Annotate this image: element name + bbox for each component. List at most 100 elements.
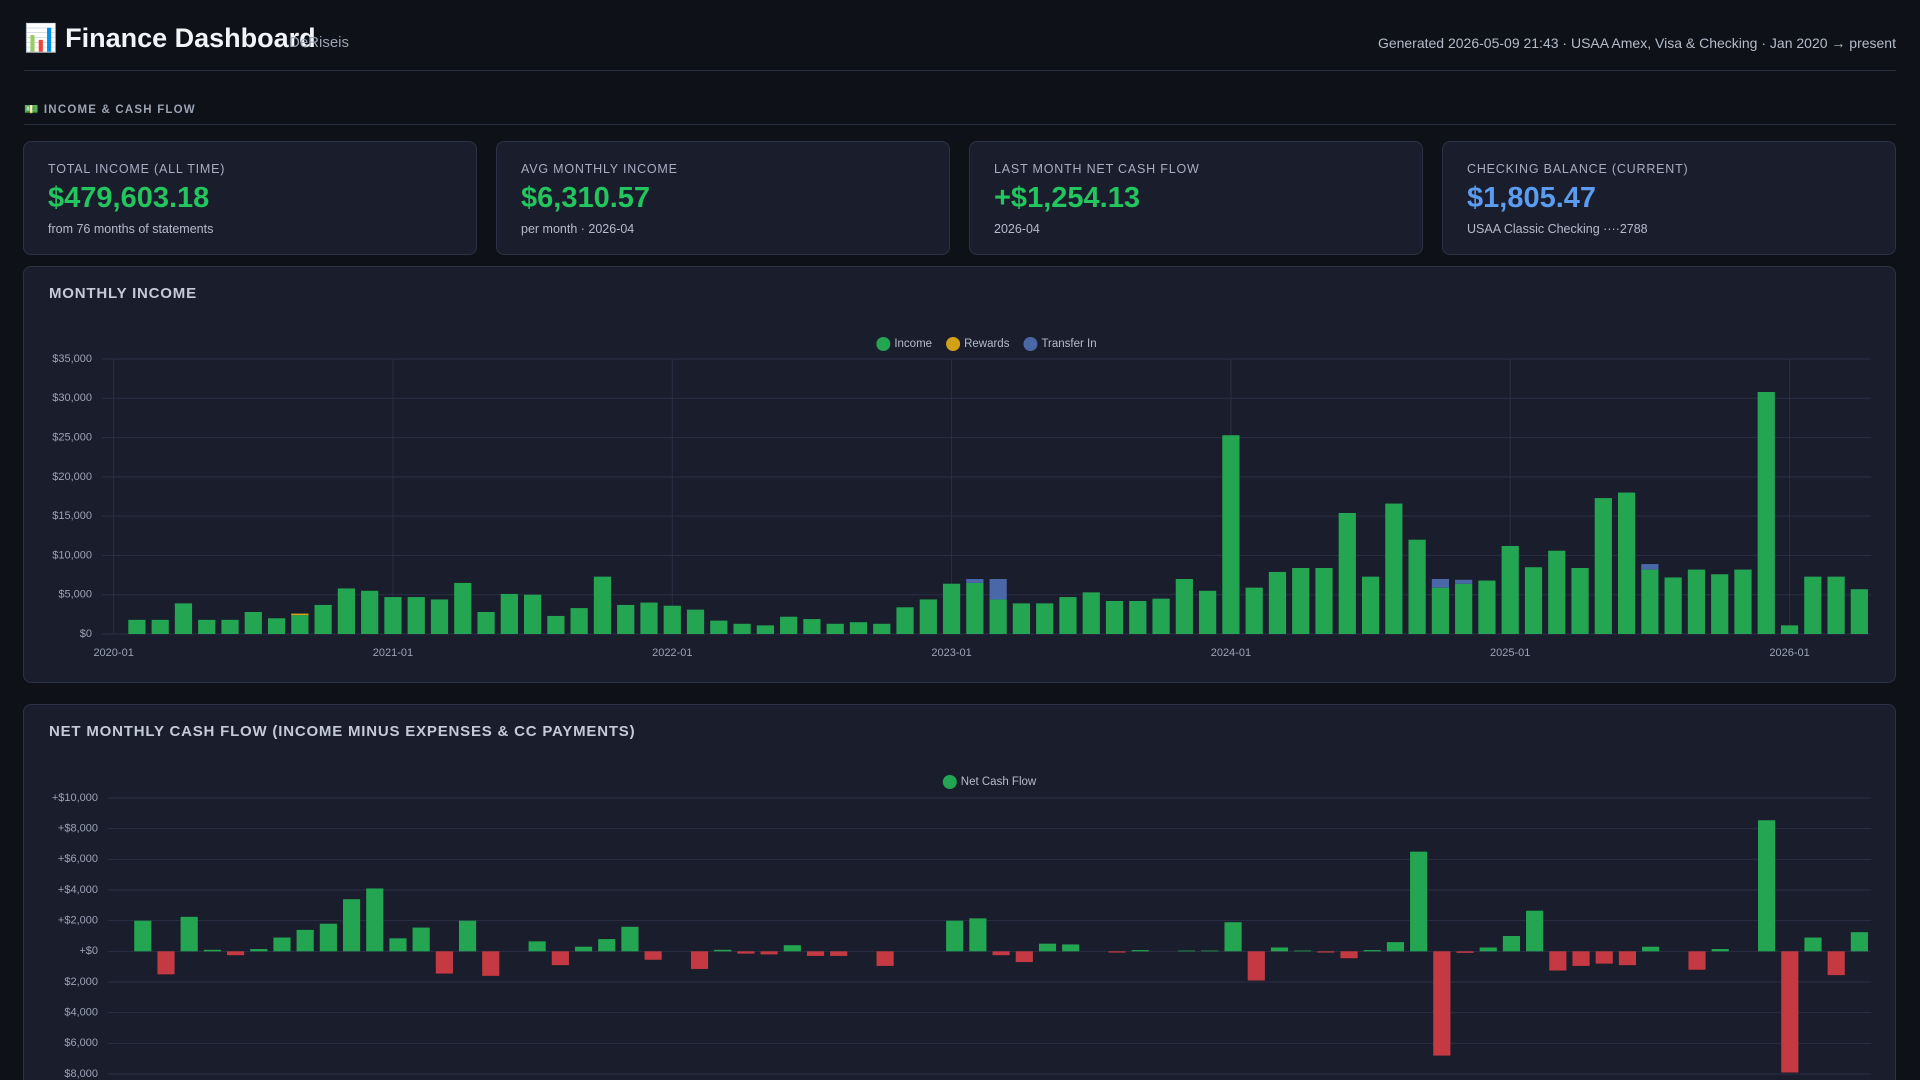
y-tick-label: +$10,000 [52, 792, 98, 804]
bar [1105, 601, 1124, 634]
section-label: 💵 INCOME & CASH FLOW [24, 104, 196, 116]
bar [1386, 942, 1405, 952]
legend-label: Transfer In [1041, 338, 1096, 350]
y-tick-label: $30,000 [52, 392, 92, 404]
x-tick-label: 2023-01 [931, 647, 971, 659]
bar [1152, 598, 1170, 634]
bar [412, 927, 430, 952]
bar [826, 623, 844, 634]
bar [876, 951, 894, 966]
bar [1594, 498, 1612, 634]
card-note: USAA Classic Checking ····2788 [1467, 222, 1648, 236]
x-tick-label: 2020-01 [93, 647, 133, 659]
bar [714, 949, 732, 952]
bar [528, 941, 546, 952]
bar [1478, 580, 1496, 634]
bar [1455, 583, 1473, 634]
bar [180, 916, 198, 952]
card-note: from 76 months of statements [48, 222, 214, 236]
bar [873, 623, 891, 634]
y-tick-label: $2,000 [64, 976, 98, 988]
bar [760, 951, 778, 955]
legend-swatch [942, 775, 957, 789]
bar [1012, 603, 1031, 634]
legend-swatch [946, 337, 961, 351]
y-tick-label: $5,000 [58, 589, 92, 601]
bar [1711, 949, 1729, 952]
bar [663, 605, 681, 634]
bar [1361, 576, 1380, 634]
bar [1827, 576, 1845, 634]
y-tick-label: $25,000 [52, 431, 92, 443]
bar [1641, 564, 1659, 570]
y-tick-label: $0 [80, 628, 92, 640]
card-label: AVG MONTHLY INCOME [521, 162, 678, 176]
bar [1456, 951, 1474, 953]
bar [966, 579, 984, 583]
card-label: CHECKING BALANCE (CURRENT) [1467, 162, 1689, 176]
bar [1617, 492, 1636, 634]
bar [407, 597, 425, 634]
bar [1642, 946, 1660, 952]
legend-swatch [1023, 337, 1038, 351]
bar [1340, 951, 1358, 959]
bar [244, 612, 262, 634]
bar [1804, 576, 1822, 634]
bar [1199, 590, 1217, 634]
bar [551, 951, 569, 966]
bar [342, 899, 361, 952]
bar [319, 923, 337, 952]
bar [1549, 951, 1567, 971]
bar [686, 609, 705, 634]
y-tick-label: +$6,000 [58, 853, 98, 865]
bar [1224, 922, 1242, 952]
bar [1524, 567, 1543, 634]
bar [1641, 569, 1659, 634]
bar [389, 938, 407, 952]
bar [430, 599, 449, 634]
bar [250, 949, 268, 952]
card-value: $6,310.57 [521, 182, 651, 214]
bar [361, 590, 379, 634]
bar [1131, 950, 1149, 952]
bar [806, 951, 825, 956]
bar [1294, 950, 1312, 952]
bar [314, 604, 332, 634]
x-tick-label: 2022-01 [652, 647, 692, 659]
bar [1850, 589, 1868, 634]
bar [992, 951, 1010, 956]
bar [198, 619, 216, 634]
bar [1315, 568, 1333, 634]
bar [969, 918, 987, 952]
bar [1408, 539, 1426, 634]
bar [128, 619, 146, 634]
bar [1108, 951, 1126, 953]
bar [523, 594, 542, 634]
bar [1850, 932, 1868, 952]
bar [733, 623, 751, 634]
bar [1201, 950, 1219, 952]
bar [151, 619, 169, 634]
bar [710, 620, 728, 634]
bar [989, 579, 1007, 600]
legend-swatch [876, 337, 891, 351]
bar [896, 607, 914, 634]
bar [1431, 587, 1450, 634]
y-tick-label: +$0 [79, 945, 98, 957]
bar [482, 951, 500, 976]
bar [849, 622, 868, 634]
card-value: $479,603.18 [48, 182, 210, 214]
bar [640, 602, 658, 634]
y-tick-label: $15,000 [52, 510, 92, 522]
chart-title: MONTHLY INCOME [49, 285, 197, 302]
bar [384, 597, 402, 634]
bar [919, 599, 937, 634]
kpi-card: CHECKING BALANCE (CURRENT) $1,805.47 USAA … [1442, 141, 1896, 255]
bar [174, 603, 193, 634]
page-title: 📊 Finance Dashboard [24, 23, 316, 53]
legend-label: Income [894, 338, 932, 350]
bar [1618, 951, 1637, 966]
bar [1178, 950, 1196, 952]
